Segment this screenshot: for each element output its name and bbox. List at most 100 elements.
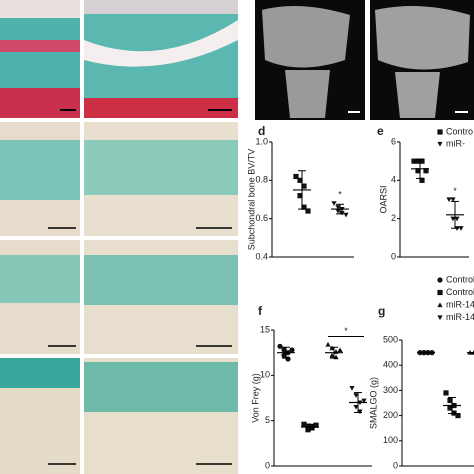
photo-row (0, 240, 238, 354)
point (357, 409, 363, 415)
point (353, 404, 359, 410)
point (419, 158, 425, 164)
point (301, 183, 307, 189)
point (437, 129, 443, 135)
point (297, 177, 303, 183)
legend-label: Control S (446, 274, 474, 284)
y-tick-label: 5 (265, 415, 270, 425)
panel-letter: d (258, 124, 265, 138)
y-axis-label: SMALGO (g) (368, 377, 378, 429)
photo-row (0, 358, 238, 474)
point (419, 177, 425, 183)
point (450, 216, 456, 222)
legend-label: Contro (446, 126, 473, 136)
point (281, 352, 287, 358)
y-tick-label: 0 (265, 460, 270, 470)
photo-part (84, 98, 238, 118)
y-tick-label: 200 (383, 410, 398, 420)
point (437, 315, 443, 321)
y-tick-label: 15 (260, 324, 270, 334)
point (451, 410, 457, 416)
point (437, 302, 443, 308)
y-tick-label: 400 (383, 360, 398, 370)
point (277, 343, 283, 349)
photo-part (0, 140, 80, 200)
point (301, 204, 307, 210)
point (335, 205, 341, 210)
y-axis-label: OARSI (378, 185, 388, 213)
photo-part (84, 140, 238, 195)
point (305, 208, 311, 214)
point (325, 341, 331, 347)
y-axis-label: Von Frey (g) (250, 373, 260, 423)
point (437, 277, 443, 283)
y-axis-label: Subchondral bone BV/TV (246, 149, 256, 251)
point (331, 201, 337, 206)
y-tick-label: 10 (260, 370, 270, 380)
y-tick-label: 0 (393, 460, 398, 470)
y-tick-label: 100 (383, 435, 398, 445)
point (455, 413, 461, 419)
point (423, 168, 429, 174)
charts: d Subchondral bone BV/TV0.4 0.6 0.8 1.0 * e OAR… (246, 124, 474, 470)
significance-mark: * (338, 190, 342, 200)
point (335, 208, 341, 214)
y-tick-label: 4 (391, 175, 396, 185)
point (313, 422, 319, 428)
y-tick-label: 500 (383, 334, 398, 344)
significance-mark: * (344, 326, 348, 336)
photo-part (0, 255, 80, 303)
photo-part (84, 255, 238, 305)
point (329, 352, 335, 358)
y-tick-label: 0.6 (255, 213, 268, 223)
photo-part (84, 20, 238, 67)
point (415, 168, 421, 174)
point (411, 158, 417, 164)
point (339, 210, 345, 216)
photo-part (0, 40, 80, 52)
legend-label: Control (446, 287, 474, 297)
point (447, 405, 453, 411)
point (305, 423, 311, 429)
ct-bone (375, 6, 470, 118)
ct-bone (262, 6, 350, 118)
point (450, 197, 456, 203)
point (415, 158, 421, 164)
point (297, 193, 303, 199)
legend-label: miR- (446, 138, 465, 148)
point (289, 347, 295, 353)
y-tick-label: 0 (391, 251, 396, 261)
point (293, 173, 299, 180)
point (301, 421, 307, 427)
legend-label: miR-14 (446, 312, 474, 322)
point (329, 345, 335, 351)
point (454, 216, 460, 222)
point (446, 197, 452, 203)
panel-letter: f (258, 304, 263, 318)
panel-letter: g (378, 304, 385, 318)
y-tick-label: 0.4 (255, 251, 268, 261)
point (458, 226, 464, 231)
y-tick-label: 300 (383, 385, 398, 395)
point (447, 397, 453, 404)
photo-row (0, 122, 238, 236)
point (337, 347, 343, 353)
point (281, 347, 287, 353)
point (353, 393, 359, 398)
photo-part (0, 358, 80, 388)
point (343, 212, 349, 218)
significance-mark: * (453, 186, 457, 196)
y-tick-label: 6 (391, 136, 396, 146)
point (361, 398, 367, 404)
photo-part (0, 88, 80, 118)
panel-letter: e (377, 124, 384, 138)
y-tick-label: 1.0 (255, 136, 268, 146)
point (443, 390, 449, 396)
photo-part (84, 362, 238, 412)
legend-label: miR-146a (446, 299, 474, 309)
point (349, 385, 355, 391)
y-tick-label: 0.8 (255, 175, 268, 185)
point (437, 289, 443, 296)
